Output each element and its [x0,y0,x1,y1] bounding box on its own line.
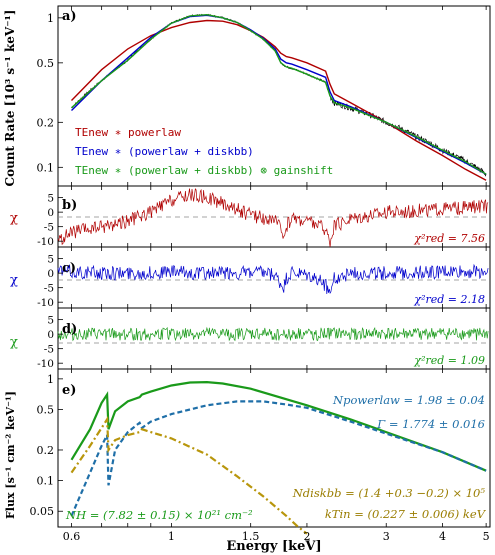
y-tick-label: 0.2 [37,116,55,129]
chi2-d: χ²red = 1.09 [413,354,485,367]
model-tenew-powerlaw-diskbb-gainshift-line [71,13,487,175]
chi2-c: χ²red = 2.18 [413,293,485,306]
panel-b-label: b) [62,198,77,213]
panel-a-label: a) [62,9,77,24]
flux-powerlaw-line [70,400,487,517]
x-tick-label: 4 [439,530,446,543]
ann-gamma: Γ = 1.774 ± 0.016 [376,417,485,431]
ann-ktin: kTin = (0.227 ± 0.006) keV [325,507,487,521]
y-tick-label: -10 [37,358,54,370]
y-tick-label: 5 [47,315,54,327]
y-tick-label: 0.1 [37,475,55,488]
x-tick-label: 0.6 [63,530,81,543]
y-tick-label: -10 [37,236,54,248]
panel-e-frame [57,368,491,528]
y-tick-label: 5 [47,254,54,266]
flux-total-line [70,380,487,472]
y-tick-label: 1 [47,373,54,386]
y-tick-label: -10 [37,297,54,309]
y-tick-label: 0 [47,207,54,219]
x-tick-label: 1.5 [242,530,260,543]
residual-line-b [57,188,489,248]
x-tick-label: 1 [168,530,175,543]
ann-nh: NH = (7.82 ± 0.15) × 10²¹ cm⁻² [65,508,253,522]
residual-line-c [57,263,489,295]
panel-b-ylabel: χ [10,211,18,226]
residual-line-d [57,326,489,342]
y-tick-label: -5 [44,283,54,295]
ann-ndiskbb: Ndiskbb = (1.4 +0.3 −0.2) × 10⁵ [292,486,486,500]
ann-npowerlaw: Npowerlaw = 1.98 ± 0.04 [332,393,485,407]
y-tick-label: 1 [47,12,54,25]
panel-c-label: c) [62,261,76,276]
x-tick-label: 2 [303,530,310,543]
y-tick-label: 0.5 [37,57,55,70]
panel-a-ylabel: Count Rate [10³ s⁻¹ keV⁻¹] [3,10,17,187]
x-tick-label: 3 [383,530,390,543]
panel-d-ylabel: χ [10,335,18,350]
panel-e-ylabel: Flux [s⁻¹ cm⁻² keV⁻¹] [4,391,17,519]
legend-powerlaw-diskbb: TEnew ∗ (powerlaw + diskbb) [75,145,254,158]
y-tick-label: 0 [47,329,54,341]
x-tick-label: 5 [483,530,490,543]
x-axis-label: Energy [keV] [226,539,321,554]
panel-a-frame [57,5,491,187]
y-tick-label: 0.2 [37,444,55,457]
flux-diskbb-line [70,415,308,535]
panel-d-label: d) [62,322,77,337]
y-tick-label: -5 [44,344,54,356]
panel-e-label: e) [62,383,76,398]
y-tick-label: 0.1 [37,161,55,174]
y-tick-label: -5 [44,222,54,234]
legend-gainshift: TEnew ∗ (powerlaw + diskbb) ⊗ gainshift [75,164,333,177]
chi2-b: χ²red = 7.56 [413,232,485,245]
y-tick-label: 5 [47,193,54,205]
panel-c-ylabel: χ [10,273,18,288]
y-tick-label: 0.5 [37,403,55,416]
y-tick-label: 0 [47,268,54,280]
legend-powerlaw: TEnew ∗ powerlaw [75,126,181,139]
y-tick-label: 0.05 [30,505,55,518]
